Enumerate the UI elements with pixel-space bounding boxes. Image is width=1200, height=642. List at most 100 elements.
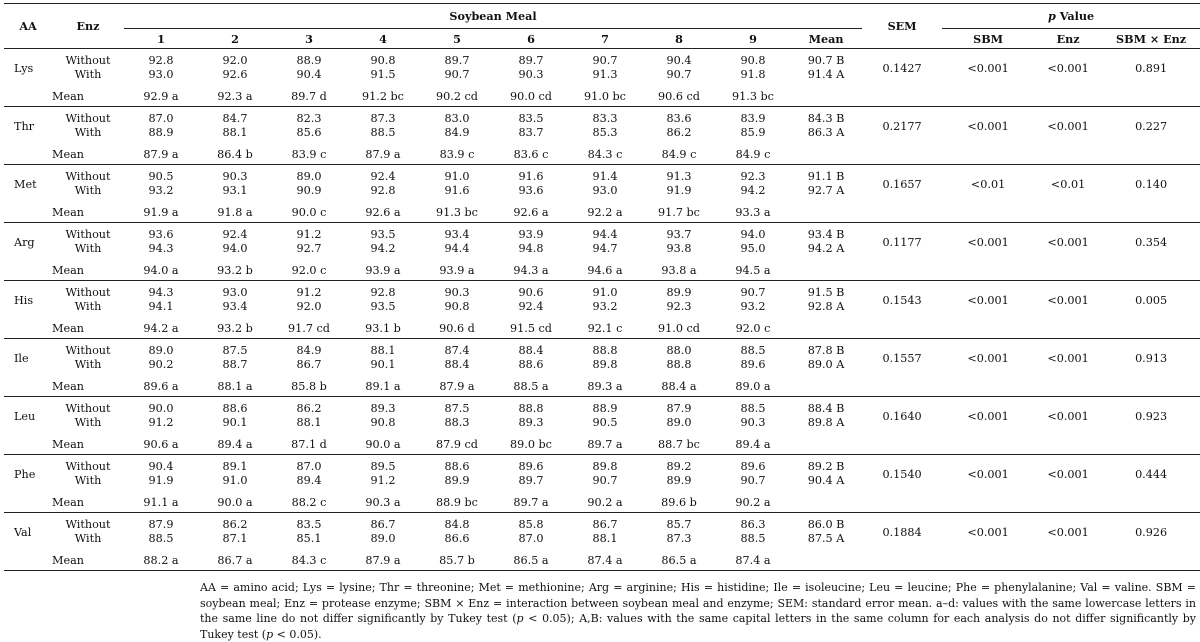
value-cell: 93.9 94.8 <box>494 223 568 262</box>
mean-value: 91.7 bc <box>658 206 700 219</box>
mean-value: 92.3 a <box>217 90 253 103</box>
value-with: 89.4 <box>296 474 322 487</box>
enz-without: Without <box>65 344 111 357</box>
mean-value: 88.7 bc <box>658 438 700 451</box>
header-row-top: AA Enz Soybean Meal SEM p Value <box>4 3 1200 33</box>
value-without: 92.8 <box>370 286 396 299</box>
value-with: 91.6 <box>444 184 470 197</box>
header-p-sbm: SBM <box>973 31 1004 46</box>
value-with: 89.7 <box>518 474 544 487</box>
mean-value: 92.1 c <box>587 322 623 335</box>
table-row-his: His Without With 94.3 94.1 93.0 93.4 91.2 92.0 92… <box>4 281 1200 320</box>
value-with: 92.8 <box>370 184 396 197</box>
value-without: 84.7 <box>222 112 248 125</box>
p-interaction-value: 0.354 <box>1135 235 1168 249</box>
value-with: 85.6 <box>296 126 322 139</box>
value-cell: 87.0 89.4 <box>272 455 346 494</box>
value-cell: 85.7 87.3 <box>642 513 716 552</box>
value-cell: 92.3 94.2 <box>716 165 790 204</box>
value-without: 88.1 <box>370 344 396 357</box>
value-cell: 93.4 94.4 <box>420 223 494 262</box>
header-p-value-suffix: Value <box>1055 9 1095 23</box>
header-level-2: 2 <box>231 31 239 46</box>
value-without: 94.0 <box>740 228 766 241</box>
table-row-val: Val Without With 87.9 88.5 86.2 87.1 83.5 85.1 86… <box>4 513 1200 552</box>
value-cell: 93.4 B 94.2 A <box>790 223 862 262</box>
mean-value: 90.6 d <box>439 322 475 335</box>
value-cell: 89.0 90.9 <box>272 165 346 204</box>
value-cell: 94.0 95.0 <box>716 223 790 262</box>
value-cell: 91.4 93.0 <box>568 165 642 204</box>
p-sbm-value: <0.001 <box>967 525 1009 539</box>
value-with: 90.7 <box>740 474 766 487</box>
mean-value: 90.0 a <box>365 438 401 451</box>
value-with: 90.1 <box>222 416 248 429</box>
value-with: 85.1 <box>296 532 322 545</box>
value-cell: 90.7 91.3 <box>568 49 642 88</box>
enz-labels: Without With <box>52 107 124 146</box>
value-cell: 90.3 93.1 <box>198 165 272 204</box>
enz-without: Without <box>65 518 111 531</box>
value-cell: 87.0 88.9 <box>124 107 198 146</box>
value-without: 92.4 <box>370 170 396 183</box>
p-interaction-value: 0.227 <box>1135 119 1168 133</box>
empty-cell <box>1102 261 1200 281</box>
value-without: 94.3 <box>148 286 174 299</box>
value-without: 90.8 <box>740 54 766 67</box>
value-with: 88.6 <box>518 358 544 371</box>
value-cell: 87.9 88.5 <box>124 513 198 552</box>
p-interaction-value: 0.926 <box>1135 525 1168 539</box>
value-cell: 89.6 89.7 <box>494 455 568 494</box>
value-without: 84.3 B <box>807 112 845 125</box>
value-cell: 90.4 91.9 <box>124 455 198 494</box>
empty-cell <box>862 551 942 571</box>
value-with: 88.1 <box>592 532 618 545</box>
enz-with: With <box>74 184 102 197</box>
mean-value: 86.5 a <box>661 554 697 567</box>
value-with: 95.0 <box>740 242 766 255</box>
value-without: 83.0 <box>444 112 470 125</box>
value-cell: 84.8 86.6 <box>420 513 494 552</box>
mean-value: 93.2 b <box>217 264 253 277</box>
value-without: 86.3 <box>740 518 766 531</box>
value-cell: 86.7 89.0 <box>346 513 420 552</box>
mean-value: 94.2 a <box>143 322 179 335</box>
value-without: 88.0 <box>666 344 692 357</box>
header-level-1: 1 <box>157 31 165 46</box>
mean-value: 91.1 a <box>143 496 179 509</box>
value-without: 86.7 <box>370 518 396 531</box>
value-cell: 82.3 85.6 <box>272 107 346 146</box>
p-interaction-value: 0.140 <box>1135 177 1168 191</box>
p-sbm-value: <0.001 <box>967 293 1009 307</box>
value-cell: 88.4 B 89.8 A <box>790 397 862 436</box>
value-without: 91.3 <box>666 170 692 183</box>
mean-value: 93.9 a <box>439 264 475 277</box>
empty-cell <box>1102 493 1200 513</box>
value-cell: 91.1 B 92.7 A <box>790 165 862 204</box>
value-cell: 83.9 85.9 <box>716 107 790 146</box>
value-cell: 91.3 91.9 <box>642 165 716 204</box>
table-footnote: AA = amino acid; Lys = lysine; Thr = thr… <box>200 581 1196 641</box>
mean-value: 87.4 a <box>735 554 771 567</box>
value-without: 88.6 <box>444 460 470 473</box>
value-with: 92.8 A <box>807 300 845 313</box>
value-with: 94.2 <box>740 184 766 197</box>
table-row-arg: Arg Without With 93.6 94.3 92.4 94.0 91.2 92.7 93… <box>4 223 1200 262</box>
enz-with: With <box>74 300 102 313</box>
value-without: 93.4 <box>444 228 470 241</box>
value-with: 88.3 <box>444 416 470 429</box>
value-without: 91.1 B <box>807 170 845 183</box>
p-sbm-value: <0.001 <box>967 61 1009 75</box>
p-enz-value: <0.001 <box>1047 235 1089 249</box>
value-without: 89.6 <box>518 460 544 473</box>
value-without: 92.8 <box>148 54 174 67</box>
header-p-enz: Enz <box>1056 31 1080 46</box>
table-row-phe: Phe Without With 90.4 91.9 89.1 91.0 87.0 89.4 89… <box>4 455 1200 494</box>
mean-label: Mean <box>52 380 84 393</box>
empty-cell <box>1102 203 1200 223</box>
value-with: 90.7 <box>592 474 618 487</box>
value-without: 89.7 <box>518 54 544 67</box>
mean-value: 87.9 a <box>365 554 401 567</box>
mean-row-his: Mean 94.2 a 93.2 b 91.7 cd 93.1 b 90.6 d 91.5 … <box>4 319 1200 339</box>
mean-value: 88.4 a <box>661 380 697 393</box>
